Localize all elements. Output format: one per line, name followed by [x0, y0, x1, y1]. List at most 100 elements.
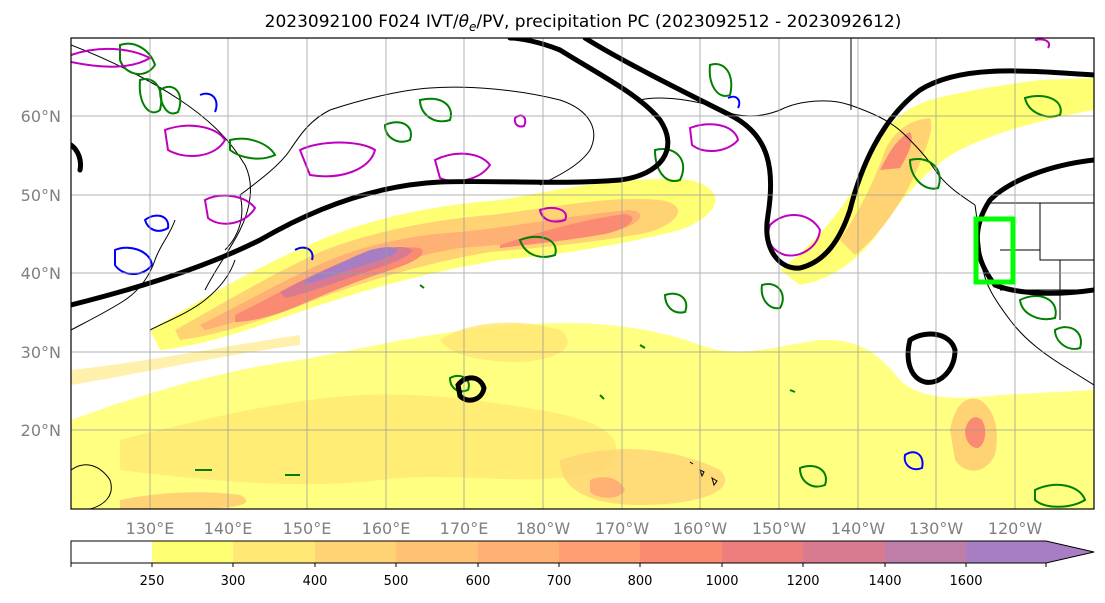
- pv-positive-contour: [1034, 38, 1051, 49]
- precip-contour: [1053, 326, 1082, 350]
- theta-e-contour: [71, 142, 83, 173]
- precip-contours: [119, 42, 1087, 508]
- map-frame: [70, 37, 1095, 510]
- colorbar-label: 300: [221, 574, 246, 589]
- precip-contour: [1018, 295, 1057, 320]
- lon-label: 140°E: [204, 519, 253, 538]
- pv-positive-contour: [538, 207, 567, 223]
- precip-contour: [663, 292, 688, 314]
- colorbar-segment-extend: [966, 541, 1094, 563]
- lon-labels: 130°E 140°E 150°E 160°E 170°E 180°W 170°…: [126, 519, 1043, 538]
- colorbar-segment: [559, 541, 640, 563]
- coast-hawaii: [689, 461, 718, 487]
- colorbar-label: 500: [384, 574, 409, 589]
- title-theta: θ: [459, 12, 470, 32]
- ivt-patch-west: [71, 335, 300, 385]
- border-us-states: [1039, 203, 1094, 261]
- colorbar-segment: [315, 541, 396, 563]
- colorbar-outline: [70, 540, 1095, 564]
- precip-specks: [195, 284, 796, 476]
- theta-e-contour: [582, 38, 1094, 271]
- colorbar-segment: [396, 541, 478, 563]
- colorbar-segment: [640, 541, 722, 563]
- map-panel: [70, 37, 1095, 510]
- ivt-shading: [71, 78, 1094, 509]
- coast-philippines: [71, 464, 112, 509]
- colorbar-label: 400: [303, 574, 328, 589]
- colorbar-label: 1000: [705, 574, 738, 589]
- colorbar-label: 800: [628, 574, 653, 589]
- lon-label: 150°E: [283, 519, 332, 538]
- colorbar-label: 1400: [868, 574, 901, 589]
- coast-kuril-kamchatka: [239, 109, 331, 196]
- lon-label: 160°E: [362, 519, 411, 538]
- lat-label: 40°N: [21, 264, 61, 283]
- precip-contour: [138, 78, 163, 114]
- title-suffix: /PV, precipitation PC (2023092512 - 2023…: [476, 12, 901, 32]
- colorbar-ticks: [70, 563, 1047, 567]
- pv-positive-contour: [163, 124, 227, 157]
- precip-contour: [908, 158, 941, 190]
- colorbar-segment: [233, 541, 315, 563]
- lon-label: 170°W: [595, 519, 650, 538]
- pv-negative-contour: [903, 451, 924, 471]
- lat-labels: 20°N 30°N 40°N 50°N 60°N: [21, 107, 61, 440]
- colorbar-label: 1200: [786, 574, 819, 589]
- colorbar-segment-below: [71, 541, 152, 563]
- coast-korea-china: [71, 219, 176, 331]
- pv-negative-contour: [143, 214, 170, 232]
- title-prefix: 2023092100 F024 IVT/: [265, 12, 459, 32]
- precip-contour: [229, 137, 277, 160]
- coast-bc: [904, 134, 976, 206]
- figure-title: 2023092100 F024 IVT/θe/PV, precipitation…: [265, 12, 902, 34]
- precip-contour: [708, 63, 733, 97]
- lon-label: 180°W: [516, 519, 571, 538]
- pv-negative-contour: [199, 92, 218, 113]
- colorbar-label: 250: [140, 574, 165, 589]
- lon-label: 130°E: [126, 519, 175, 538]
- lon-label: 170°E: [440, 519, 489, 538]
- colorbar: 250 300 400 500 600 700 800 1000 1200 14…: [70, 540, 1095, 589]
- pv-positive-contour: [298, 141, 377, 178]
- lon-label: 120°W: [988, 519, 1043, 538]
- precip-contour: [760, 283, 784, 310]
- precip-contour: [418, 97, 452, 123]
- coast-alaska: [639, 97, 906, 136]
- pv-negative-contour: [727, 95, 741, 109]
- precip-contour: [518, 235, 557, 258]
- colorbar-segment: [722, 541, 803, 563]
- pv-negative-contour: [114, 246, 154, 275]
- lat-label: 20°N: [21, 421, 61, 440]
- pv-negative-contour: [294, 246, 314, 261]
- lat-label: 30°N: [21, 343, 61, 362]
- coast-asia-east: [71, 44, 251, 291]
- colorbar-label: 700: [547, 574, 572, 589]
- precip-contour: [1023, 95, 1062, 118]
- lon-label: 150°W: [752, 519, 807, 538]
- ivt-band-subtropics-core: [120, 394, 617, 485]
- lon-label: 160°W: [673, 519, 728, 538]
- precip-contour: [798, 465, 827, 488]
- graticule: [71, 38, 1094, 509]
- colorbar-label: 600: [466, 574, 491, 589]
- ivt-patch-southeast: [590, 477, 625, 498]
- region-box: [973, 216, 1016, 285]
- ivt-patch-southwest: [120, 492, 247, 509]
- coast-bering-west: [329, 86, 595, 186]
- precip-contour: [1034, 483, 1087, 508]
- colorbar-labels: 250 300 400 500 600 700 800 1000 1200 14…: [140, 574, 983, 589]
- theta-e-contour: [455, 375, 487, 403]
- theta-e-contour: [71, 38, 671, 308]
- ivt-gulf-plume-ring-1: [840, 118, 932, 255]
- pv-positive-contour: [203, 194, 257, 225]
- precip-contour: [448, 374, 470, 393]
- ivt-ar-max: [305, 247, 398, 284]
- colorbar-segment: [803, 541, 885, 563]
- lon-label: 130°W: [909, 519, 964, 538]
- precip-contour: [383, 121, 412, 143]
- lon-label: 140°W: [831, 519, 886, 538]
- colorbar-segment: [885, 541, 966, 563]
- precip-contour: [158, 85, 182, 115]
- ivt-ar-east-core: [500, 214, 633, 248]
